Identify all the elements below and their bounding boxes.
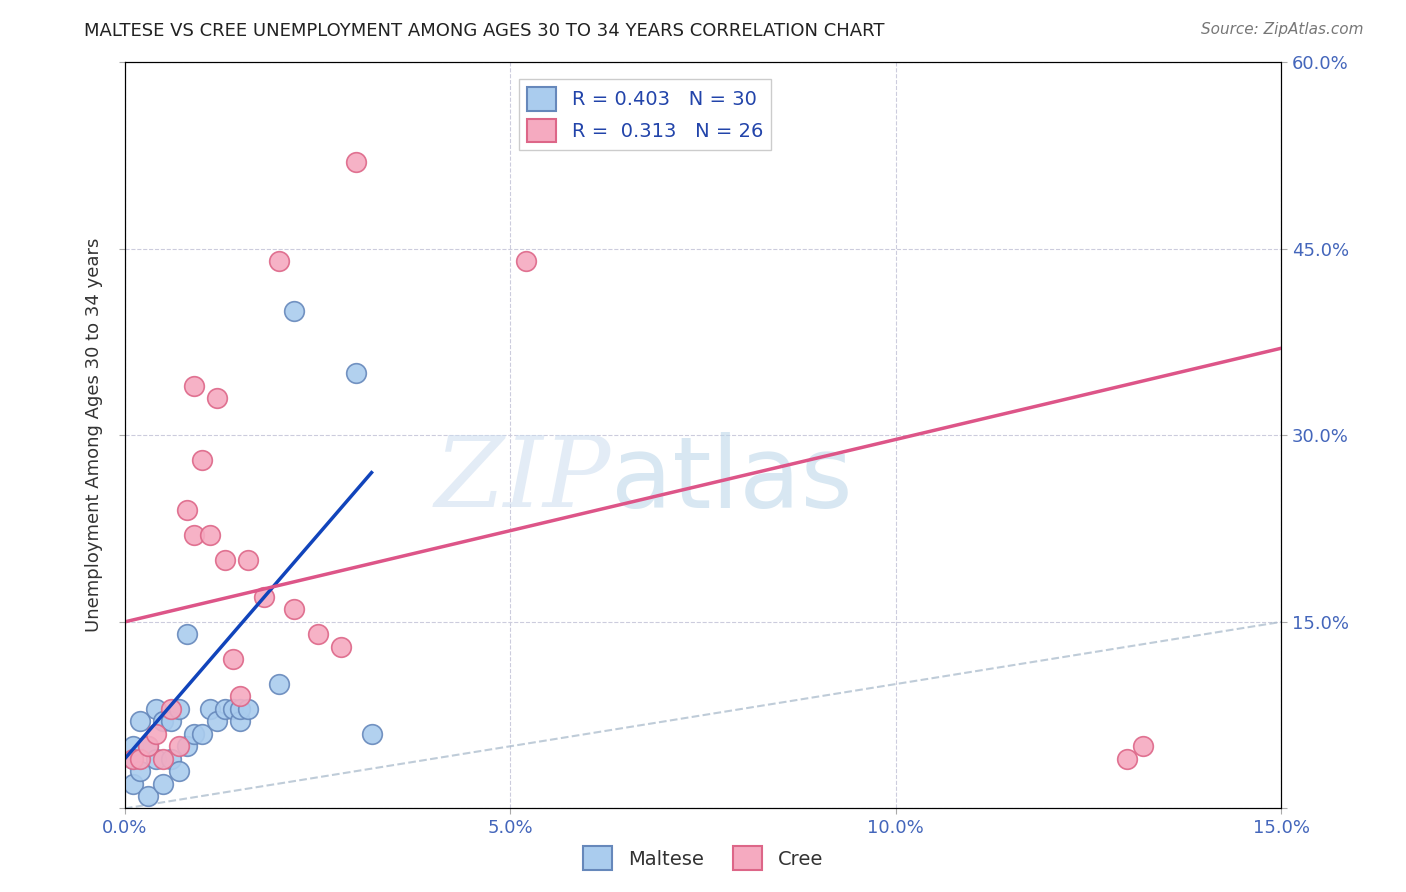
Point xyxy=(167,702,190,716)
Text: atlas: atlas xyxy=(610,432,852,529)
Point xyxy=(214,552,236,566)
Point xyxy=(222,702,245,716)
Point xyxy=(252,590,274,604)
Point xyxy=(238,552,260,566)
Point xyxy=(136,789,159,803)
Point xyxy=(121,776,143,790)
Point xyxy=(183,378,205,392)
Point xyxy=(121,752,143,766)
Point xyxy=(267,254,290,268)
Point xyxy=(160,752,183,766)
Point xyxy=(152,776,174,790)
Y-axis label: Unemployment Among Ages 30 to 34 years: Unemployment Among Ages 30 to 34 years xyxy=(86,238,103,632)
Point xyxy=(176,739,198,754)
Point xyxy=(191,727,214,741)
Legend: Maltese, Cree: Maltese, Cree xyxy=(575,838,831,878)
Point xyxy=(344,366,367,380)
Point xyxy=(307,627,329,641)
Point xyxy=(207,714,229,729)
Point xyxy=(198,702,221,716)
Point xyxy=(344,154,367,169)
Point xyxy=(207,391,229,405)
Point xyxy=(283,602,305,616)
Text: MALTESE VS CREE UNEMPLOYMENT AMONG AGES 30 TO 34 YEARS CORRELATION CHART: MALTESE VS CREE UNEMPLOYMENT AMONG AGES … xyxy=(84,22,884,40)
Point xyxy=(145,752,167,766)
Point xyxy=(198,528,221,542)
Point xyxy=(183,528,205,542)
Point xyxy=(183,727,205,741)
Point xyxy=(129,764,152,778)
Point xyxy=(129,714,152,729)
Point xyxy=(267,677,290,691)
Point xyxy=(121,752,143,766)
Point xyxy=(222,652,245,666)
Point xyxy=(329,640,352,654)
Point xyxy=(229,702,252,716)
Point xyxy=(176,627,198,641)
Text: Source: ZipAtlas.com: Source: ZipAtlas.com xyxy=(1201,22,1364,37)
Point xyxy=(360,727,382,741)
Point xyxy=(238,702,260,716)
Point xyxy=(152,752,174,766)
Point xyxy=(145,727,167,741)
Point xyxy=(283,304,305,318)
Legend: R = 0.403   N = 30, R =  0.313   N = 26: R = 0.403 N = 30, R = 0.313 N = 26 xyxy=(519,79,770,150)
Text: ZIP: ZIP xyxy=(434,433,610,528)
Point xyxy=(121,739,143,754)
Point xyxy=(515,254,537,268)
Point xyxy=(229,690,252,704)
Point xyxy=(1116,752,1139,766)
Point xyxy=(167,739,190,754)
Point xyxy=(136,739,159,754)
Point xyxy=(191,453,214,467)
Point xyxy=(136,739,159,754)
Point xyxy=(160,714,183,729)
Point xyxy=(145,702,167,716)
Point xyxy=(176,503,198,517)
Point xyxy=(229,714,252,729)
Point xyxy=(1132,739,1154,754)
Point xyxy=(214,702,236,716)
Point xyxy=(152,714,174,729)
Point xyxy=(167,764,190,778)
Point xyxy=(129,752,152,766)
Point xyxy=(160,702,183,716)
